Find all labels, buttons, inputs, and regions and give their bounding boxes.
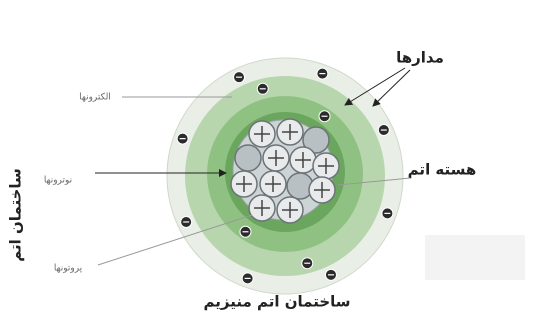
diagram: مدارها هسته اتم الکترونها نوترونها پروتو… [0,0,554,318]
nucleus-label: هسته اتم [408,161,477,179]
orbits-label: مدارها [396,49,444,67]
neutron [235,145,261,171]
electrons-label: الکترونها [79,93,111,103]
side-label: ساختمان اتم [7,168,25,262]
protons-label: پروتونها [54,264,83,274]
title: ساختمان اتم منیزیم [203,293,350,311]
neutrons-label: نوترونها [44,176,72,186]
blank-box [425,235,525,280]
